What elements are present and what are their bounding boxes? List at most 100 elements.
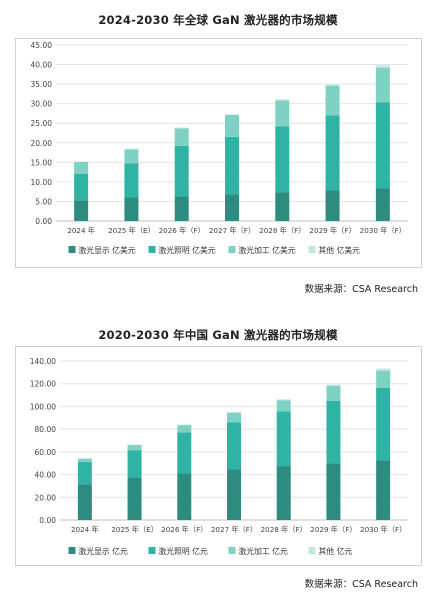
- chart-2-frame: 0.00 20.00 40.00 60.00 80.00 100.00 120.00 140.…: [15, 346, 422, 566]
- legend-swatch-1: [68, 246, 76, 253]
- y-tick-label: 45.00: [31, 41, 53, 50]
- bar-segment-3: [325, 85, 340, 116]
- bar-segment-2: [276, 411, 291, 467]
- y-tick-label: 80.00: [35, 425, 57, 434]
- x-tick-label: 2025 年（E）: [108, 226, 155, 235]
- bar-segment-4: [325, 84, 340, 86]
- chart-1-source: 数据来源：CSA Research: [304, 284, 418, 295]
- bar-segment-2: [177, 432, 192, 474]
- x-tick-label: 2024 年: [71, 525, 99, 534]
- bar-segment-1: [275, 192, 290, 221]
- y-tick-label: 5.00: [35, 197, 52, 206]
- y-tick-label: 25.00: [31, 119, 53, 128]
- legend-swatch-3: [228, 246, 236, 253]
- bar-segment-1: [174, 196, 189, 221]
- bar-segment-1: [326, 463, 341, 520]
- y-tick-label: 35.00: [31, 80, 53, 89]
- bar-segment-1: [177, 473, 192, 520]
- bar-segment-2: [325, 115, 340, 191]
- bar-segment-3: [276, 400, 291, 412]
- y-tick-label: 140.00: [30, 357, 56, 366]
- x-tick-label: 2025 年（E）: [111, 525, 158, 534]
- chart-1-frame: 0.00 5.00 10.00 15.00 20.00 25.00 30.00 35.00 40…: [15, 38, 422, 268]
- bar-segment-2: [227, 422, 241, 470]
- legend-swatch-1: [68, 547, 76, 554]
- bar-segment-4: [275, 99, 290, 101]
- x-tick-label: 2027 年（F）: [209, 226, 255, 235]
- bar-segment-2: [124, 163, 139, 198]
- bar-segment-3: [77, 458, 92, 463]
- y-tick-label: 15.00: [31, 158, 53, 167]
- legend-label-2: 激光照明 亿元: [159, 546, 208, 556]
- bar-segment-2: [225, 136, 239, 195]
- bar-segment-3: [225, 115, 239, 137]
- bar-segment-3: [127, 445, 142, 451]
- bar-segment-4: [177, 424, 192, 426]
- chart-2-plot: 0.00 20.00 40.00 60.00 80.00 100.00 120.00 140.…: [30, 357, 408, 556]
- legend-swatch-2: [148, 246, 156, 253]
- legend-label-1: 激光显示 亿美元: [79, 245, 136, 255]
- chart-1-title: 2024-2030 年全球 GaN 激光器的市场规模: [98, 13, 338, 27]
- y-tick-label: 60.00: [35, 448, 57, 457]
- x-tick-label: 2026 年（F）: [161, 525, 207, 534]
- bar-segment-4: [376, 368, 391, 371]
- x-tick-label: 2027 年（F）: [211, 525, 257, 534]
- bar-segment-2: [376, 387, 391, 461]
- legend-label-4: 其他 亿元: [319, 546, 353, 556]
- legend-label-1: 激光显示 亿元: [79, 546, 128, 556]
- bar-segment-4: [375, 65, 390, 68]
- bar-segment-1: [74, 200, 89, 221]
- bar-segment-1: [127, 477, 142, 520]
- chart-2-source: 数据来源：CSA Research: [304, 579, 418, 590]
- x-tick-label: 2029 年（F）: [310, 525, 356, 534]
- bar-segment-4: [174, 127, 189, 129]
- bar-segment-4: [276, 399, 291, 401]
- x-tick-label: 2028 年（F）: [259, 226, 305, 235]
- bar-segment-2: [127, 450, 142, 478]
- y-tick-label: 120.00: [30, 380, 56, 389]
- x-tick-label: 2028 年（F）: [261, 525, 307, 534]
- chart-2-title: 2020-2030 年中国 GaN 激光器的市场规模: [98, 328, 338, 342]
- y-tick-label: 10.00: [31, 178, 53, 187]
- bar-segment-3: [74, 161, 89, 174]
- bar-segment-1: [124, 197, 139, 221]
- y-tick-label: 100.00: [30, 402, 56, 411]
- y-tick-label: 0.00: [39, 516, 56, 525]
- bar-segment-1: [77, 484, 92, 520]
- bar-segment-4: [227, 411, 241, 413]
- bar-segment-2: [77, 462, 92, 485]
- bar-segment-2: [375, 102, 390, 189]
- bar-segment-2: [326, 400, 341, 464]
- bar-segment-1: [227, 469, 241, 520]
- legend-swatch-4: [308, 547, 316, 554]
- bar-segment-3: [326, 385, 341, 401]
- bar-segment-3: [227, 412, 241, 423]
- x-tick-label: 2024 年: [67, 226, 95, 235]
- bar-segment-1: [376, 460, 391, 520]
- x-tick-label: 2030 年（F）: [360, 226, 406, 235]
- legend-swatch-3: [228, 547, 236, 554]
- legend-swatch-2: [148, 547, 156, 554]
- bar-segment-3: [275, 100, 290, 127]
- x-tick-label: 2026 年（F）: [159, 226, 205, 235]
- chart-1-plot: 0.00 5.00 10.00 15.00 20.00 25.00 30.00 35.00 40…: [31, 41, 408, 255]
- x-tick-label: 2029 年（F）: [309, 226, 355, 235]
- bar-segment-2: [174, 145, 189, 197]
- y-tick-label: 30.00: [31, 100, 53, 109]
- bar-segment-1: [325, 190, 340, 221]
- bar-segment-2: [275, 126, 290, 193]
- legend-label-2: 激光照明 亿美元: [159, 245, 216, 255]
- y-tick-label: 40.00: [31, 61, 53, 70]
- legend-swatch-4: [308, 246, 316, 253]
- bar-segment-1: [276, 466, 291, 520]
- legend-label-3: 激光加工 亿美元: [239, 245, 296, 255]
- bar-segment-1: [225, 194, 239, 221]
- bar-segment-2: [74, 173, 89, 201]
- bar-segment-1: [375, 188, 390, 221]
- bar-segment-4: [326, 384, 341, 386]
- bar-segment-4: [124, 148, 139, 150]
- legend-label-3: 激光加工 亿元: [239, 546, 288, 556]
- y-tick-label: 20.00: [31, 139, 53, 148]
- y-tick-label: 40.00: [35, 471, 57, 480]
- y-tick-label: 0.00: [35, 217, 52, 226]
